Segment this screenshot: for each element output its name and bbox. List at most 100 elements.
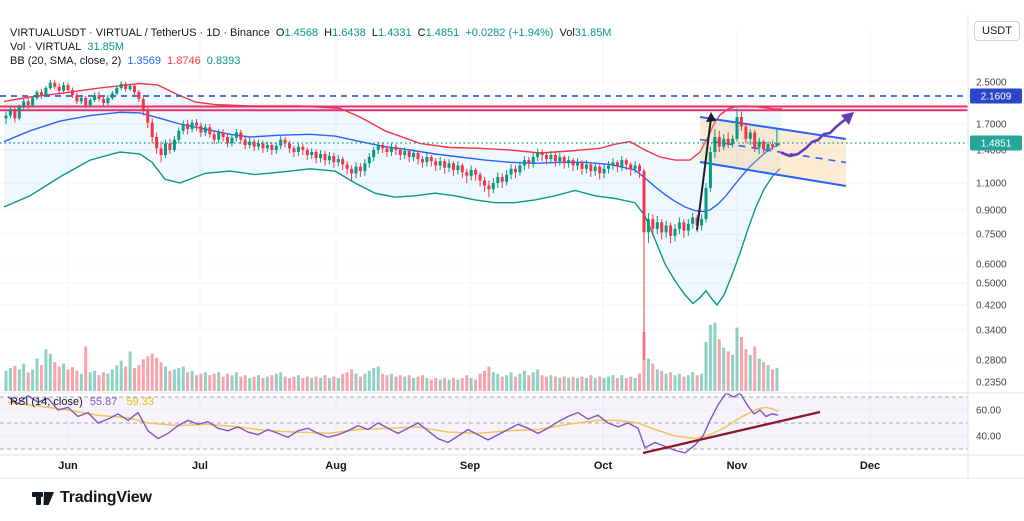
volume-bar xyxy=(717,339,721,391)
symbol-title: VIRTUALUSDT · VIRTUAL / TetherUS · 1D · … xyxy=(10,27,270,39)
channel-bottom-line xyxy=(699,161,847,187)
candle-body xyxy=(673,228,677,236)
candle-body xyxy=(589,164,593,172)
candle-body xyxy=(345,164,349,169)
price-badge xyxy=(970,135,1022,151)
price-axis-label: 1.1000 xyxy=(976,179,1007,190)
candle-body xyxy=(514,168,517,173)
price-axis-label: 0.5000 xyxy=(976,279,1007,290)
candle-body xyxy=(141,99,145,111)
bb-legend-row[interactable]: BB (20, SMA, close, 2) 1.3569 1.8746 0.8… xyxy=(10,55,614,68)
volume-bar xyxy=(190,370,194,391)
candle-body xyxy=(257,143,260,147)
candle-body xyxy=(651,219,655,229)
volume-bar xyxy=(567,378,571,391)
candle-body xyxy=(44,87,48,96)
candle-body xyxy=(288,143,291,149)
candle-body xyxy=(252,141,256,147)
candle-body xyxy=(429,157,433,162)
chart-legend: VIRTUALUSDT · VIRTUAL / TetherUS · 1D · … xyxy=(10,27,614,69)
channel-midline xyxy=(699,138,847,164)
volume-bar xyxy=(607,376,610,391)
volume-bar xyxy=(775,368,779,391)
candle-body xyxy=(22,101,26,108)
rsi-trendline xyxy=(642,410,821,455)
volume-bar xyxy=(39,365,43,391)
volume-bar xyxy=(638,373,641,391)
candle-body xyxy=(190,122,194,130)
volume-bar xyxy=(385,375,389,391)
candle-body xyxy=(642,171,646,233)
volume-bar xyxy=(593,378,597,391)
volume-bar xyxy=(17,369,21,391)
volume-bar xyxy=(545,376,548,391)
candle-body xyxy=(558,157,562,162)
candle-body xyxy=(35,92,39,98)
candle-body xyxy=(748,132,752,139)
candle-body xyxy=(438,161,442,166)
volume-bar xyxy=(141,359,145,391)
candle-body xyxy=(71,90,74,96)
price-axis-label: 0.4200 xyxy=(976,301,1007,312)
volume-bar xyxy=(518,373,522,391)
candle-body xyxy=(137,92,141,99)
volume-bar xyxy=(496,373,500,391)
volume-bar xyxy=(270,375,274,391)
high-label: H xyxy=(324,27,333,39)
volume-bar xyxy=(491,372,495,391)
candle-body xyxy=(465,172,469,176)
volume-bar xyxy=(115,365,119,391)
volume-bar xyxy=(483,370,486,391)
volume-bar xyxy=(164,366,167,391)
volume-bar xyxy=(381,373,385,391)
volume-bar xyxy=(549,375,553,391)
volume-bar xyxy=(762,362,766,391)
volume-bar xyxy=(757,358,761,391)
volume-bar xyxy=(487,366,491,391)
candle-body xyxy=(456,165,460,170)
candle-body xyxy=(421,159,424,163)
candle-body xyxy=(469,170,473,176)
volume-bar xyxy=(655,369,659,391)
candle-body xyxy=(531,157,535,164)
volume-bar xyxy=(88,372,92,391)
volume-bar xyxy=(522,370,526,391)
change-value: +0.0282 (+1.94%) xyxy=(465,27,554,39)
time-axis-label: Sep xyxy=(460,460,480,472)
candle-body xyxy=(177,130,181,140)
symbol-legend-row[interactable]: VIRTUALUSDT · VIRTUAL / TetherUS · 1D · … xyxy=(10,27,614,40)
candle-body xyxy=(283,139,287,144)
volume-bar xyxy=(425,378,429,391)
volume-bar xyxy=(177,368,181,391)
volume-bar xyxy=(13,365,17,391)
volume-bar xyxy=(367,370,371,391)
candle-body xyxy=(744,126,748,139)
volume-bar xyxy=(682,376,686,391)
impulse-arrow xyxy=(696,117,712,231)
candle-body xyxy=(332,156,336,163)
volume-legend-row[interactable]: Vol · VIRTUAL 31.85M xyxy=(10,41,614,54)
volume-bar xyxy=(79,373,83,391)
volume-bar xyxy=(279,372,283,391)
candle-body xyxy=(106,98,110,103)
rsi-value: 55.87 xyxy=(89,396,118,408)
candle-body xyxy=(102,99,105,103)
time-axis-label: Dec xyxy=(860,460,880,472)
volume-bar xyxy=(398,375,402,391)
rsi-legend-row[interactable]: RSI (14, close) 55.87 59.33 xyxy=(10,396,154,408)
volume-bar xyxy=(704,342,708,391)
candle-body xyxy=(677,222,681,229)
bb-lower-band xyxy=(3,151,781,307)
tradingview-logo[interactable]: TradingView xyxy=(32,488,152,508)
candle-body xyxy=(208,127,212,135)
candle-body xyxy=(664,225,668,233)
low-value: 1.4331 xyxy=(377,27,412,39)
volume-bar xyxy=(465,375,469,391)
candle-body xyxy=(584,164,588,169)
currency-toggle-button[interactable]: USDT xyxy=(974,21,1020,41)
volume-bar xyxy=(686,375,690,391)
candle-body xyxy=(735,117,739,139)
volume-bar xyxy=(584,378,588,391)
candle-body xyxy=(487,185,491,190)
